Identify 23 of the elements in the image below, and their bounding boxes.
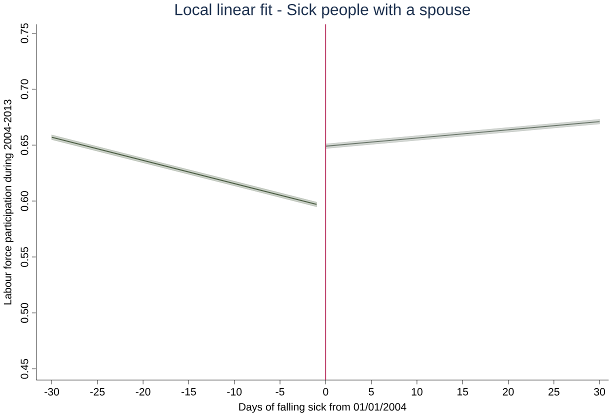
y-tick-label: 0.65 bbox=[20, 135, 28, 155]
y-tick-label: 0.70 bbox=[20, 79, 28, 99]
y-tick-label: 0.60 bbox=[20, 190, 28, 211]
y-axis-title: Labour force participation during 2004-2013 bbox=[4, 99, 14, 304]
x-tick-label: 15 bbox=[458, 388, 468, 396]
x-tick-label: -10 bbox=[227, 388, 242, 396]
x-tick-label: -5 bbox=[276, 388, 284, 396]
x-tick-label: 20 bbox=[502, 388, 514, 396]
y-tick-label: 0.45 bbox=[20, 358, 28, 379]
x-tick-label: 25 bbox=[548, 388, 560, 396]
x-tick-label: -25 bbox=[90, 388, 105, 396]
y-tick-label: 0.50 bbox=[20, 302, 28, 323]
x-tick-label: -15 bbox=[182, 388, 196, 396]
y-tick-label: 0.75 bbox=[20, 23, 28, 43]
y-tick-label: 0.55 bbox=[20, 246, 28, 267]
chart-title: Local linear fit - Sick people with a spouse bbox=[175, 3, 470, 18]
x-tick-label: 10 bbox=[412, 388, 422, 396]
x-tick-label: 30 bbox=[594, 388, 606, 396]
x-axis-title: Days of falling sick from 01/01/2004 bbox=[239, 402, 406, 413]
x-tick-label: -30 bbox=[44, 388, 60, 396]
x-tick-label: 0 bbox=[323, 388, 328, 396]
x-tick-label: -20 bbox=[136, 388, 150, 396]
x-tick-label: 5 bbox=[368, 388, 374, 396]
